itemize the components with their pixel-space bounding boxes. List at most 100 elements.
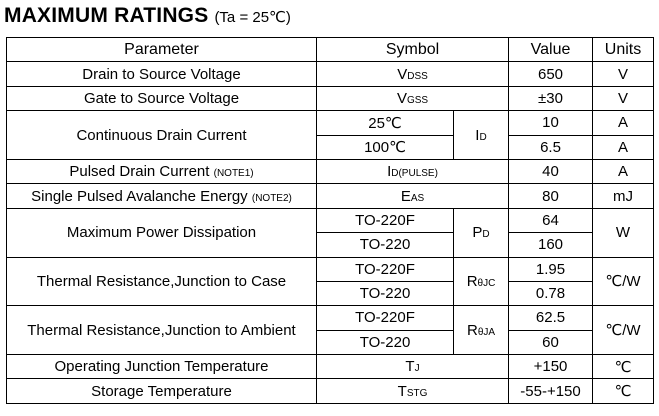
unit-cell: V — [592, 85, 655, 112]
value-cell: 1.95 — [508, 256, 594, 282]
symbol-letter: E — [400, 187, 411, 205]
parameter-cell: Pulsed Drain Current (NOTE1) — [6, 158, 317, 185]
value-cell: 62.5 — [508, 305, 594, 331]
condition-cell: TO-220 — [316, 232, 454, 258]
maximum-ratings-table: Parameter Symbol Value Units Drain to So… — [6, 36, 655, 404]
parameter-cell: Maximum Power Dissipation — [6, 207, 317, 258]
symbol-subscript: STG — [406, 387, 428, 399]
table-row: TO-220 60 — [7, 329, 654, 356]
symbol-subscript: D — [482, 229, 490, 241]
table-row: Drain to Source Voltage VDSS 650 V — [6, 61, 655, 87]
value-cell: 64 — [508, 207, 594, 234]
value-cell: 6.5 — [508, 134, 594, 160]
table-row: Maximum Power Dissipation TO-220F PD 64 … — [6, 207, 655, 258]
unit-cell: A — [592, 134, 655, 160]
parameter-cell: Continuous Drain Current — [6, 110, 317, 160]
symbol-subscript: AS — [410, 192, 425, 204]
parameter-label: Single Pulsed Avalanche Energy — [31, 187, 248, 205]
symbol-subscript: θJA — [477, 326, 496, 338]
value-cell: 60 — [508, 329, 594, 356]
table-row: TO-220 0.78 — [7, 280, 654, 307]
parameter-cell: Thermal Resistance,Junction to Case — [6, 256, 317, 307]
table-row: Operating Junction Temperature TJ +150 ℃ — [6, 354, 655, 380]
condition-cell: TO-220F — [316, 256, 454, 282]
header-value: Value — [508, 36, 594, 63]
symbol-cell: ID — [452, 110, 510, 160]
unit-cell: ℃/W — [592, 256, 655, 307]
value-cell: ±30 — [508, 85, 594, 112]
symbol-cell: PD — [452, 207, 510, 258]
table-row: Thermal Resistance,Junction to Case TO-2… — [6, 256, 655, 307]
symbol-subscript: DSS — [407, 70, 428, 82]
symbol-cell: EAS — [315, 183, 510, 209]
value-cell: 40 — [508, 158, 594, 185]
table-row: Pulsed Drain Current (NOTE1) ID(PULSE) 4… — [6, 158, 655, 185]
unit-cell: W — [592, 207, 655, 258]
section-title: MAXIMUM RATINGS (Ta = 25℃) — [4, 1, 291, 31]
value-cell: 650 — [508, 61, 594, 87]
symbol-cell: VGSS — [315, 85, 510, 112]
section-title-text: MAXIMUM RATINGS — [4, 4, 209, 27]
unit-cell: A — [592, 110, 655, 136]
table-row: Single Pulsed Avalanche Energy (NOTE2) E… — [6, 183, 655, 209]
note-reference: (NOTE1) — [213, 168, 254, 180]
header-symbol: Symbol — [315, 36, 510, 63]
symbol-letter: V — [396, 89, 407, 107]
symbol-subscript: θJC — [477, 277, 496, 289]
condition-cell: 25℃ — [316, 110, 454, 136]
parameter-cell: Operating Junction Temperature — [6, 354, 317, 380]
symbol-letter: R — [466, 321, 478, 339]
condition-cell: TO-220 — [316, 280, 454, 307]
table-row: Gate to Source Voltage VGSS ±30 V — [6, 85, 655, 112]
value-cell: 80 — [508, 183, 594, 209]
symbol-subscript: J — [414, 363, 420, 375]
symbol-letter: T — [397, 382, 407, 400]
condition-cell: 100℃ — [316, 134, 454, 160]
parameter-cell: Thermal Resistance,Junction to Ambient — [6, 305, 317, 356]
value-cell: 160 — [508, 232, 594, 258]
condition-cell: TO-220 — [316, 329, 454, 356]
symbol-letter: I — [475, 126, 480, 144]
ambient-condition: (Ta = 25℃) — [214, 9, 291, 26]
symbol-letter: V — [397, 65, 408, 83]
unit-cell: ℃ — [592, 354, 655, 380]
unit-cell: ℃ — [592, 378, 655, 404]
symbol-cell: RθJA — [452, 305, 510, 356]
symbol-cell: TSTG — [315, 378, 510, 404]
symbol-letter: I — [387, 163, 392, 181]
symbol-letter: T — [405, 358, 415, 376]
table-row: TO-220 160 — [7, 232, 654, 258]
table-row: Thermal Resistance,Junction to Ambient T… — [6, 305, 655, 356]
unit-cell: A — [592, 158, 655, 185]
parameter-cell: Single Pulsed Avalanche Energy (NOTE2) — [6, 183, 317, 209]
symbol-cell: TJ — [315, 354, 510, 380]
value-cell: +150 — [508, 354, 594, 380]
parameter-cell: Drain to Source Voltage — [6, 61, 317, 87]
table-row: Storage Temperature TSTG -55-+150 ℃ — [6, 378, 655, 404]
value-cell: 0.78 — [508, 280, 594, 307]
header-row: Parameter Symbol Value Units — [6, 36, 655, 63]
symbol-subscript: D — [479, 131, 487, 143]
symbol-cell: ID(PULSE) — [315, 158, 510, 185]
value-cell: 10 — [508, 110, 594, 136]
unit-cell: ℃/W — [592, 305, 655, 356]
value-cell: -55-+150 — [508, 378, 594, 404]
condition-cell: TO-220F — [316, 305, 454, 331]
parameter-cell: Gate to Source Voltage — [6, 85, 317, 112]
symbol-letter: R — [466, 272, 478, 290]
symbol-cell: VDSS — [315, 61, 510, 87]
condition-cell: TO-220F — [316, 207, 454, 234]
symbol-subscript: GSS — [406, 94, 429, 106]
symbol-subscript: D(PULSE) — [391, 168, 438, 180]
header-units: Units — [592, 36, 655, 63]
unit-cell: V — [592, 61, 655, 87]
note-reference: (NOTE2) — [251, 192, 292, 204]
symbol-letter: P — [472, 224, 483, 242]
table-row: Continuous Drain Current 25℃ ID 10 A — [6, 110, 655, 160]
unit-cell: mJ — [592, 183, 655, 209]
header-parameter: Parameter — [6, 36, 317, 63]
symbol-cell: RθJC — [452, 256, 510, 307]
parameter-cell: Storage Temperature — [6, 378, 317, 404]
parameter-label: Pulsed Drain Current — [69, 163, 210, 181]
table-row: 100℃ 6.5 A — [7, 134, 655, 160]
